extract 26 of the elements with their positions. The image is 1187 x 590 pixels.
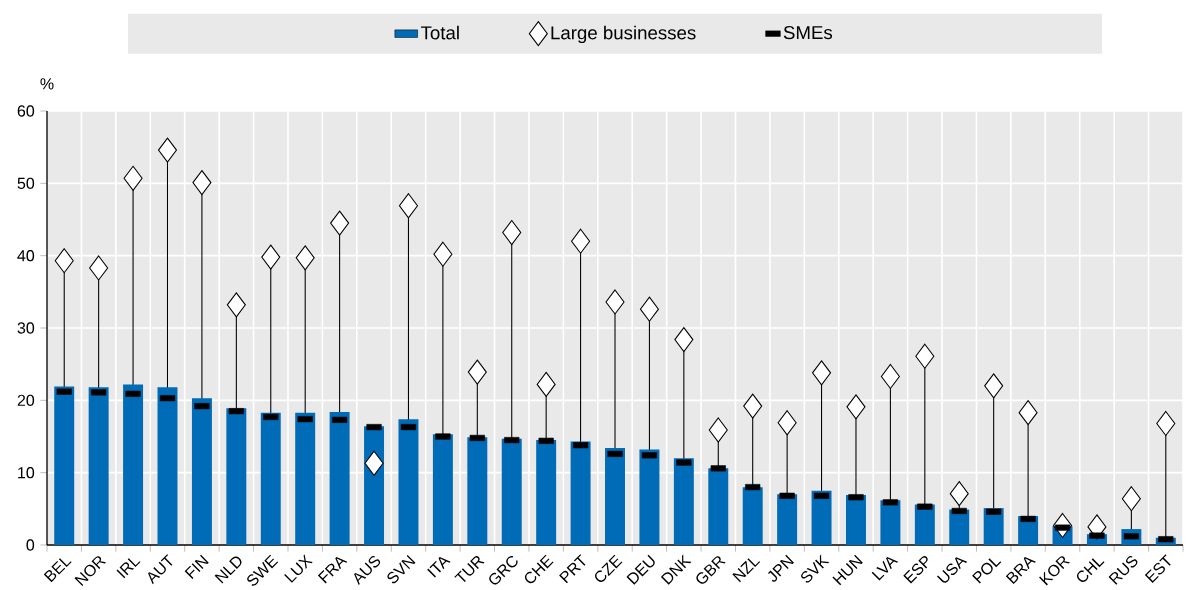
x-tick-label: CZE [595, 554, 623, 583]
legend-label: Large businesses [551, 25, 696, 44]
x-tick-label: BRA [1005, 557, 1036, 585]
x-tick-label: IRL [116, 558, 141, 579]
y-tick-label: 30 [17, 322, 35, 334]
x-tick-label: JPN [768, 555, 794, 582]
x-tick-label: USA [936, 557, 968, 583]
x-tick-label: NZL [732, 558, 761, 583]
y-tick-label: 60 [17, 105, 35, 117]
x-tick-label: ESP [903, 556, 928, 584]
x-tick-label: POL [972, 558, 1002, 584]
y-tick-label: 0 [26, 539, 35, 551]
legend-label: SMEs [783, 26, 833, 40]
x-tick-label: TUR [454, 556, 485, 583]
x-tick-label: FRA [317, 557, 348, 584]
y-tick-label: 40 [17, 250, 35, 262]
x-tick-label: ITA [427, 557, 451, 578]
x-tick-label: FIN [184, 555, 209, 580]
x-tick-label: CHL [1076, 558, 1105, 583]
y-tick-label: 20 [17, 394, 35, 407]
legend-label: Total [420, 25, 459, 40]
y-axis-title: % [40, 78, 54, 90]
x-tick-label: BEL [43, 558, 72, 583]
x-tick-label: LVA [871, 557, 899, 581]
y-tick-label: 10 [18, 467, 35, 479]
y-tick-label: 50 [17, 177, 35, 190]
